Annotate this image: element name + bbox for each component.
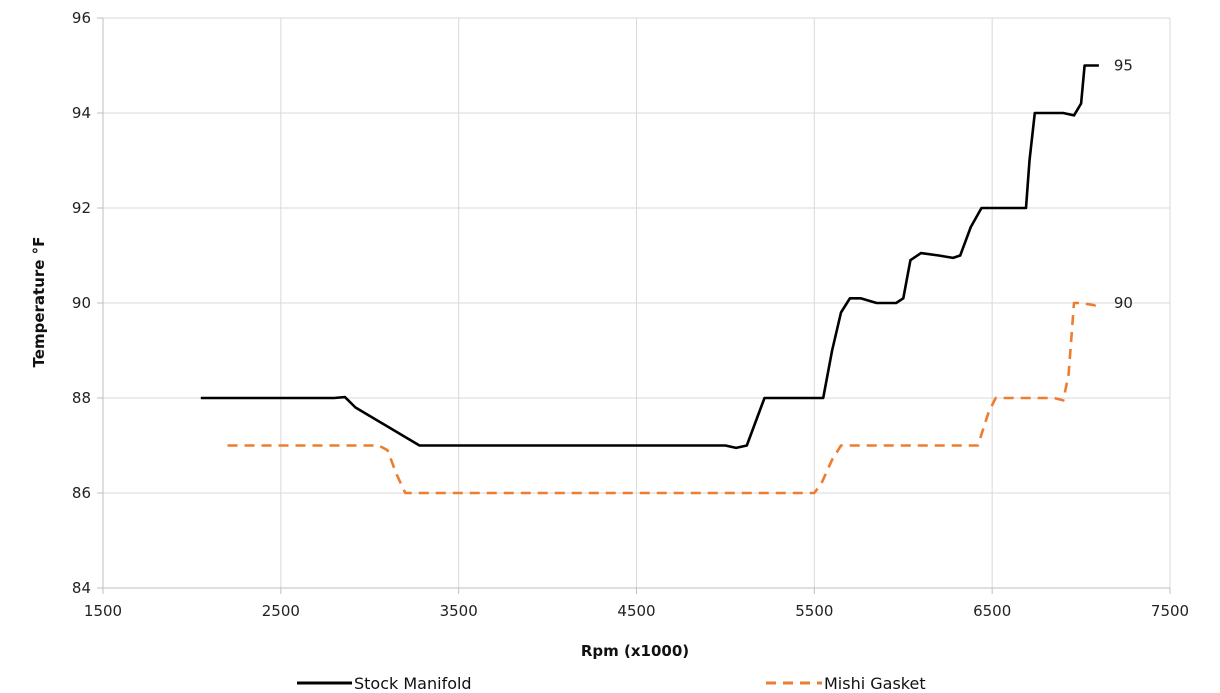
y-tick-label: 90	[72, 294, 91, 312]
legend-label-mishi-gasket: Mishi Gasket	[824, 674, 926, 693]
series-end-labels: 95 90	[1114, 57, 1133, 313]
y-tick-label: 92	[72, 199, 91, 217]
series-line-mishi-gasket	[227, 301, 1100, 495]
x-tick-label: 2500	[262, 602, 300, 620]
tick-labels: 84 86 88 90 92 94 96 1500 2500 3500 4500 5500 6500 75…	[72, 9, 1189, 620]
x-tick-label: 4500	[617, 602, 655, 620]
end-label-stock-manifold: 95	[1114, 57, 1133, 75]
y-tick-label: 88	[72, 389, 91, 407]
y-tick-label: 84	[72, 579, 91, 597]
y-tick-label: 94	[72, 104, 91, 122]
series-line-stock-manifold	[200, 64, 1099, 450]
x-tick-label: 7500	[1151, 602, 1189, 620]
x-tick-label: 6500	[973, 602, 1011, 620]
x-tick-label: 1500	[84, 602, 122, 620]
legend: Stock Manifold Mishi Gasket	[297, 674, 926, 693]
y-tick-label: 96	[72, 9, 91, 27]
axes	[97, 17, 1171, 594]
x-tick-label: 5500	[795, 602, 833, 620]
legend-label-stock-manifold: Stock Manifold	[354, 674, 472, 693]
end-label-mishi-gasket: 90	[1114, 294, 1133, 312]
y-axis-title: Temperature °F	[30, 237, 48, 368]
x-axis-title: Rpm (x1000)	[581, 642, 689, 660]
series-lines	[200, 64, 1100, 495]
y-tick-label: 86	[72, 484, 91, 502]
x-tick-label: 3500	[440, 602, 478, 620]
